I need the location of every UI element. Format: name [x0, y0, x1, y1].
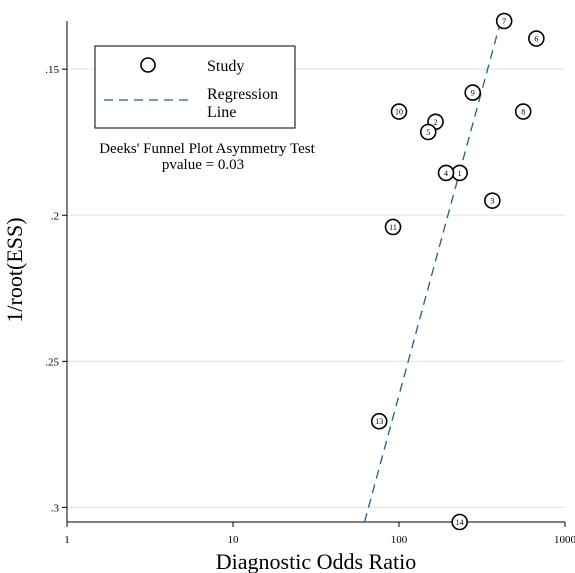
y-tick-label: .3 — [51, 502, 60, 514]
study-label: 7 — [502, 17, 506, 26]
study-point-1: 1 — [451, 164, 468, 182]
regression-line — [363, 20, 502, 523]
study-point-3: 3 — [484, 192, 501, 209]
study-marker — [514, 103, 532, 120]
regression-line-layer — [363, 20, 502, 523]
gridlines — [67, 68, 565, 509]
asymmetry-test-pvalue: pvalue = 0.03 — [162, 157, 244, 173]
y-tick-label: .25 — [45, 356, 59, 368]
study-point-6: 6 — [528, 30, 545, 47]
study-marker — [390, 103, 408, 120]
study-marker — [484, 192, 501, 209]
study-point-11: 11 — [384, 218, 402, 236]
study-point-14: 14 — [451, 513, 468, 531]
study-marker — [419, 123, 437, 141]
x-tick-label: 100 — [391, 534, 408, 546]
study-label: 3 — [490, 197, 494, 206]
asymmetry-test-title: Deeks' Funnel Plot Asymmetry Test — [99, 141, 315, 157]
study-marker — [451, 513, 468, 531]
study-label: 9 — [471, 89, 475, 98]
study-label: 1 — [458, 169, 462, 178]
study-point-8: 8 — [514, 103, 532, 120]
x-tick-label: 10 — [228, 534, 240, 546]
study-label: 11 — [389, 223, 397, 232]
study-marker — [384, 218, 402, 236]
legend-regression-label-1: Regression — [207, 86, 278, 103]
study-point-4: 4 — [437, 164, 455, 182]
study-label: 4 — [444, 169, 448, 178]
legend-box — [94, 45, 296, 129]
study-label: 6 — [534, 35, 538, 44]
legend-study-label: Study — [207, 58, 244, 75]
study-label: 2 — [434, 118, 438, 127]
y-axis-title: 1/root(ESS) — [2, 217, 27, 322]
legend-regression-label-2: Line — [207, 104, 236, 121]
study-marker — [437, 164, 455, 182]
x-axis-title: Diagnostic Odds Ratio — [216, 549, 416, 573]
study-point-13: 13 — [370, 412, 388, 430]
study-marker — [495, 12, 513, 30]
study-marker — [464, 84, 482, 101]
legend-study-marker — [140, 57, 156, 73]
study-label: 13 — [375, 417, 383, 426]
study-point-7: 7 — [495, 12, 513, 30]
study-marker — [528, 30, 545, 47]
study-point-9: 9 — [464, 84, 482, 101]
study-marker — [370, 412, 388, 430]
axes: .15 .2 .25 .3 1 10 100 1000 — [45, 21, 575, 546]
y-tick-label: .2 — [51, 210, 59, 222]
study-label: 8 — [521, 108, 525, 117]
study-point-5: 5 — [419, 123, 437, 141]
study-points: 1 2 3 4 5 6 7 8 9 10 11 13 14 — [370, 12, 545, 531]
x-tick-label: 1 — [64, 534, 70, 546]
study-label: 10 — [395, 108, 403, 117]
y-tick-label: .15 — [45, 64, 59, 76]
study-point-10: 10 — [390, 103, 408, 120]
study-label: 5 — [426, 128, 430, 137]
x-tick-label: 1000 — [554, 534, 575, 546]
legend: Study Regression Line — [94, 45, 296, 129]
study-label: 14 — [456, 518, 464, 527]
